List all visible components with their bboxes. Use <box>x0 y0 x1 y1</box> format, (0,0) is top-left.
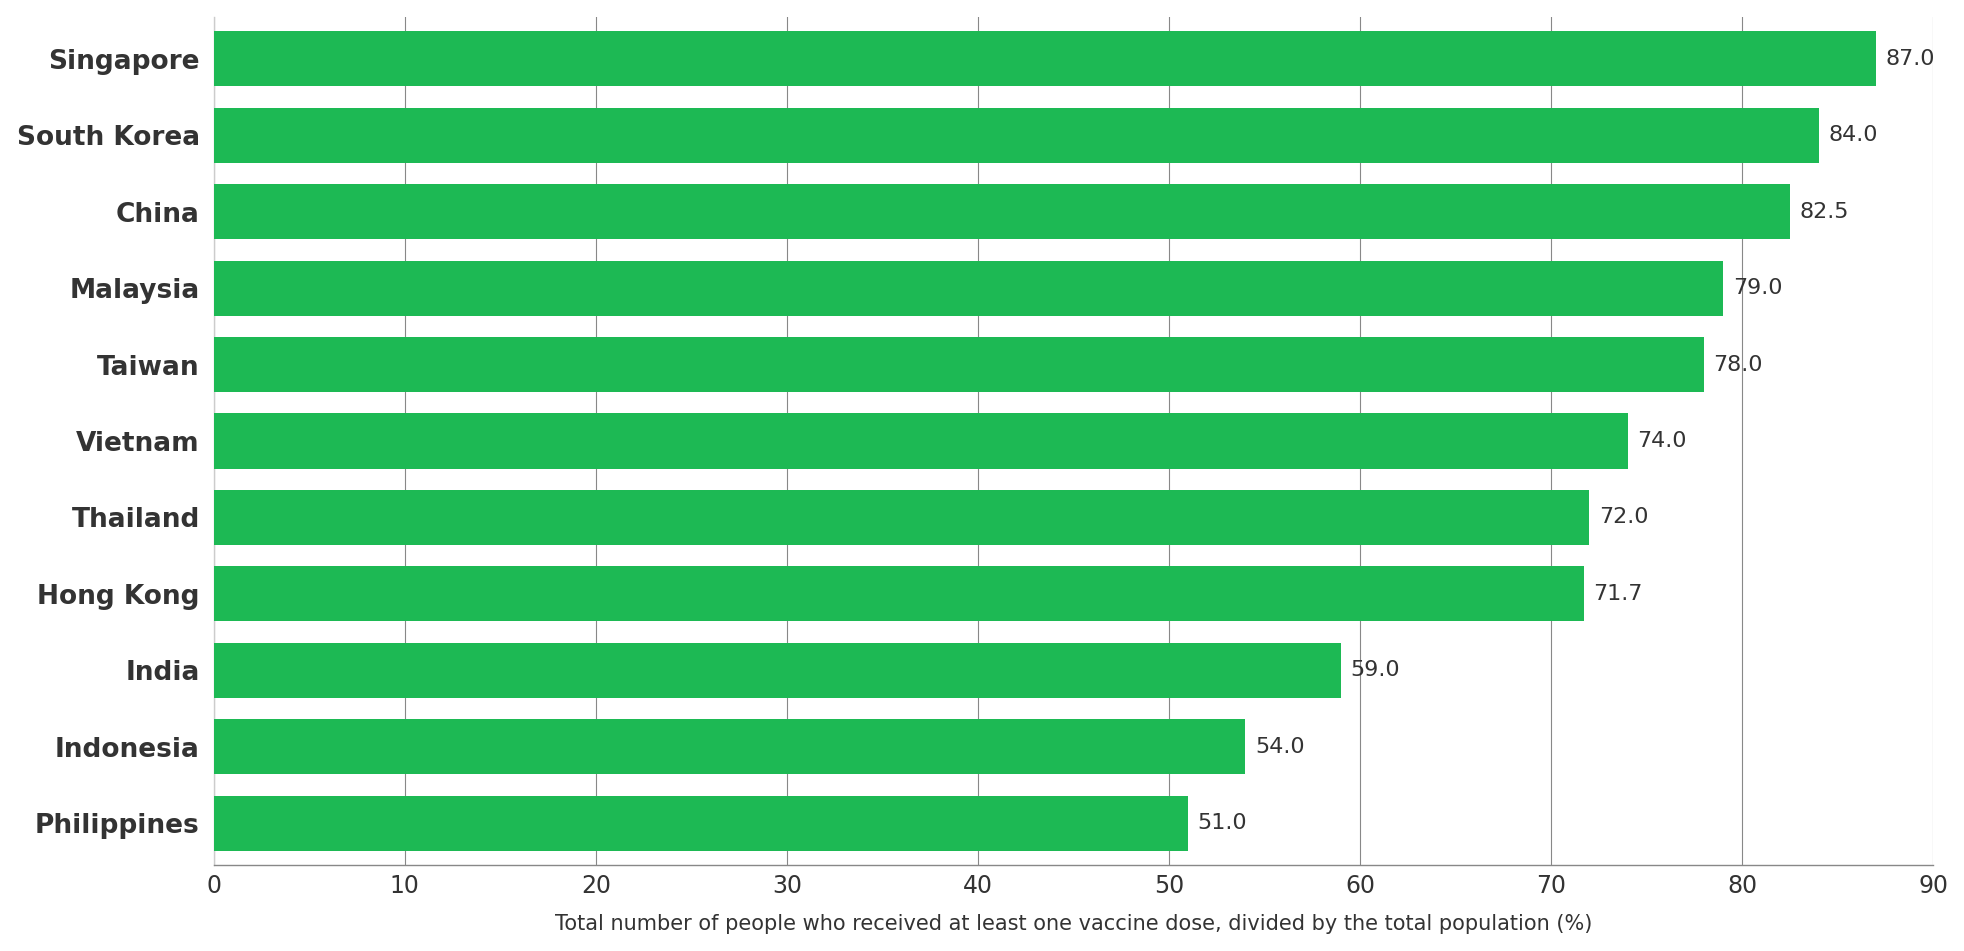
Bar <box>214 643 1339 698</box>
Text: 74.0: 74.0 <box>1636 431 1685 451</box>
Bar <box>214 490 1589 545</box>
Text: 79.0: 79.0 <box>1732 278 1781 298</box>
Text: 54.0: 54.0 <box>1255 737 1304 757</box>
Text: 51.0: 51.0 <box>1198 813 1247 833</box>
Bar <box>214 567 1583 621</box>
Text: 78.0: 78.0 <box>1713 355 1762 375</box>
Bar <box>214 414 1626 469</box>
Text: 84.0: 84.0 <box>1827 126 1878 146</box>
Text: 82.5: 82.5 <box>1799 202 1848 222</box>
Bar <box>214 107 1819 163</box>
Text: 87.0: 87.0 <box>1885 49 1935 68</box>
Bar <box>214 261 1722 316</box>
Bar <box>214 719 1245 774</box>
Bar <box>214 184 1789 239</box>
Bar <box>214 337 1703 392</box>
Text: 71.7: 71.7 <box>1593 584 1642 604</box>
Bar <box>214 796 1188 851</box>
Text: 59.0: 59.0 <box>1349 660 1400 680</box>
Bar <box>214 31 1876 87</box>
X-axis label: Total number of people who received at least one vaccine dose, divided by the to: Total number of people who received at l… <box>554 914 1591 934</box>
Text: 72.0: 72.0 <box>1599 508 1648 528</box>
